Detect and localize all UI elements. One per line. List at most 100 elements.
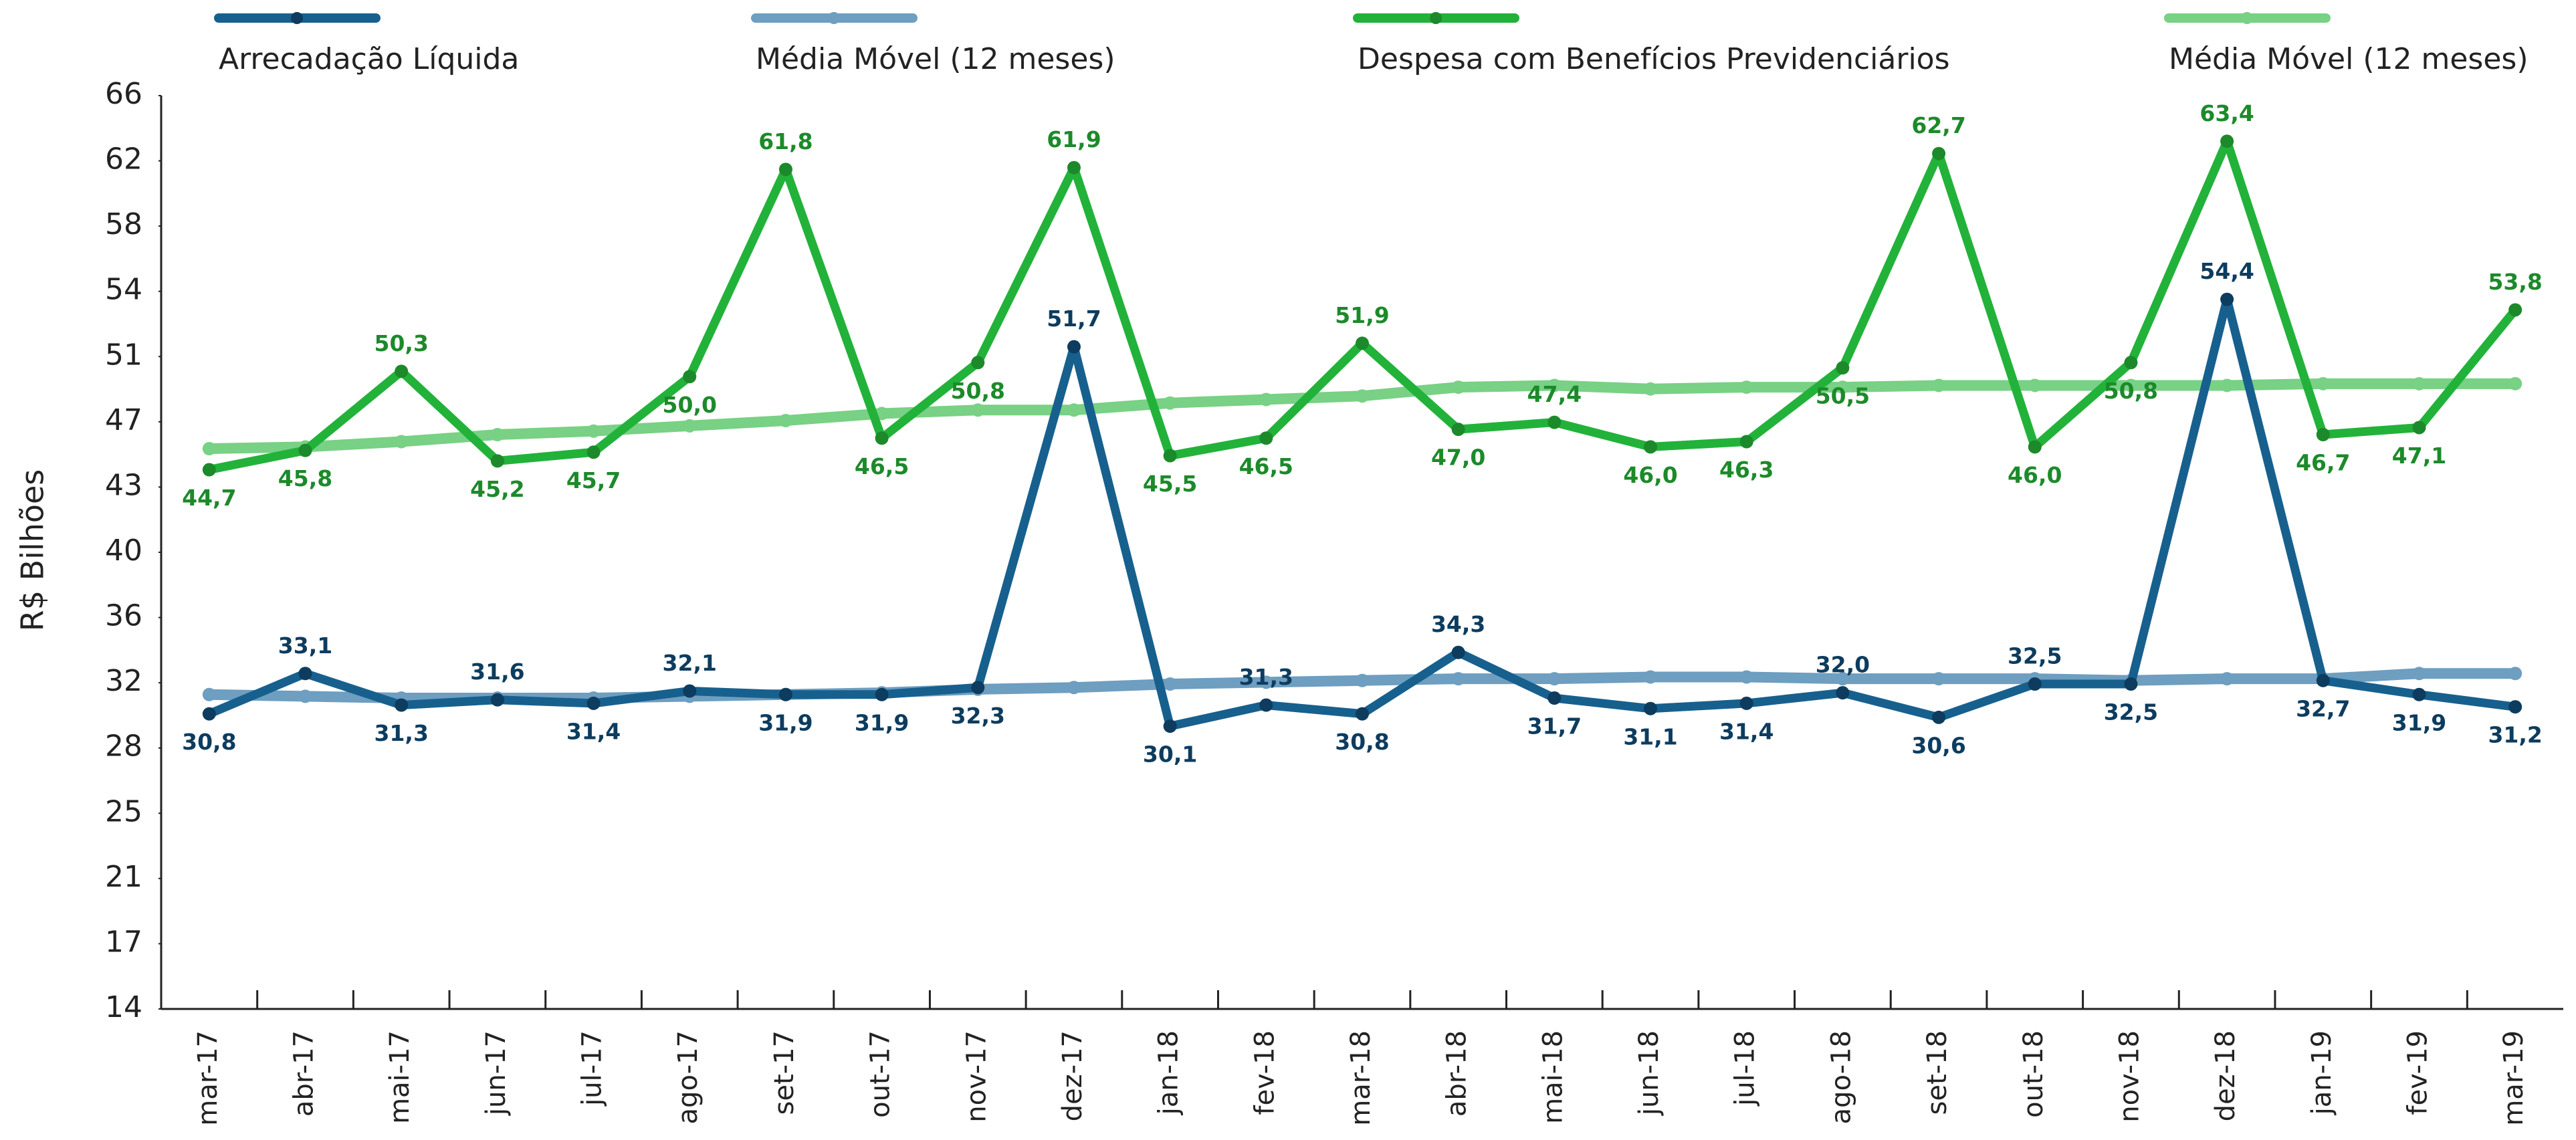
x-tick-label: mar-18 xyxy=(1346,1030,1376,1126)
data-point xyxy=(875,687,889,701)
data-point xyxy=(1836,686,1850,700)
data-point xyxy=(1163,677,1177,691)
data-label: 61,8 xyxy=(758,128,813,154)
data-label: 32,7 xyxy=(2296,695,2350,721)
data-point xyxy=(1547,378,1562,392)
data-label: 32,1 xyxy=(663,650,717,676)
data-point xyxy=(2508,376,2523,390)
y-tick-label: 25 xyxy=(105,794,142,828)
x-tick-label: out-18 xyxy=(2018,1030,2049,1118)
data-label: 31,9 xyxy=(2392,709,2446,735)
data-label: 31,1 xyxy=(1623,723,1677,750)
data-label: 30,6 xyxy=(1911,732,1965,758)
data-point xyxy=(683,419,697,433)
legend-label: Despesa com Benefícios Previdenciários xyxy=(1358,42,1950,76)
data-point xyxy=(1451,672,1465,686)
data-point xyxy=(1932,672,1946,686)
x-tick-label: jul-18 xyxy=(1730,1030,1761,1107)
y-tick-label: 28 xyxy=(105,729,142,764)
data-point xyxy=(1836,672,1850,686)
data-point xyxy=(1067,403,1081,417)
data-point xyxy=(2508,667,2523,681)
data-point xyxy=(1451,380,1465,394)
data-point xyxy=(778,162,792,177)
data-point xyxy=(683,684,697,698)
data-point xyxy=(1067,160,1081,175)
data-point xyxy=(298,667,312,681)
data-point xyxy=(586,445,601,459)
legend-marker xyxy=(2241,12,2253,24)
data-label: 44,7 xyxy=(182,485,236,511)
data-label: 31,2 xyxy=(2488,722,2542,748)
data-label: 32,3 xyxy=(951,703,1005,729)
data-point xyxy=(1547,415,1562,429)
data-point xyxy=(1547,691,1562,705)
data-point xyxy=(1259,698,1273,712)
data-label: 50,5 xyxy=(1816,383,1870,409)
data-label: 54,4 xyxy=(2199,258,2254,284)
data-label: 46,5 xyxy=(855,453,909,479)
data-point xyxy=(1932,146,1946,160)
data-label: 32,5 xyxy=(2104,699,2158,725)
x-tick-label: set-18 xyxy=(1922,1030,1953,1115)
y-tick-label: 40 xyxy=(105,534,142,568)
data-label: 63,4 xyxy=(2199,100,2254,126)
data-point xyxy=(1644,440,1658,454)
data-point xyxy=(2412,376,2426,390)
x-tick-label: mar-17 xyxy=(193,1030,223,1126)
data-point xyxy=(490,454,504,468)
legend-label: Média Móvel (12 meses) xyxy=(2169,42,2529,76)
data-point xyxy=(1356,336,1369,350)
legend-label: Média Móvel (12 meses) xyxy=(756,42,1115,76)
data-point xyxy=(2124,677,2138,691)
x-tick-label: jun-17 xyxy=(481,1030,512,1116)
legend-marker xyxy=(1430,12,1442,24)
data-point xyxy=(202,463,216,477)
x-tick-label: mai-18 xyxy=(1537,1030,1568,1124)
data-label: 61,9 xyxy=(1047,126,1101,152)
data-label: 46,0 xyxy=(1623,462,1677,488)
data-point xyxy=(1259,392,1273,407)
data-label: 50,8 xyxy=(951,378,1005,404)
data-point xyxy=(1067,681,1081,695)
data-label: 45,5 xyxy=(1143,471,1197,497)
x-tick-label: set-17 xyxy=(769,1030,800,1115)
data-point xyxy=(971,356,985,370)
data-label: 53,8 xyxy=(2488,269,2542,295)
data-label: 46,7 xyxy=(2296,449,2350,475)
data-point xyxy=(1547,672,1562,686)
data-point xyxy=(202,707,216,721)
series-line xyxy=(207,295,2516,731)
data-label: 31,7 xyxy=(1527,713,1582,739)
data-point xyxy=(971,403,985,417)
data-point xyxy=(298,689,312,703)
data-point xyxy=(971,681,985,695)
data-point xyxy=(2412,687,2426,701)
data-point xyxy=(2124,356,2138,370)
y-tick-label: 43 xyxy=(105,468,142,502)
data-label: 50,3 xyxy=(374,330,428,356)
data-label: 33,1 xyxy=(278,633,332,659)
data-point xyxy=(2124,378,2138,392)
data-point xyxy=(1451,423,1465,437)
x-tick-label: jun-18 xyxy=(1634,1030,1665,1116)
data-point xyxy=(1356,389,1369,403)
data-point xyxy=(875,431,889,445)
y-tick-label: 36 xyxy=(105,599,142,633)
data-point xyxy=(1644,670,1658,684)
y-tick-label: 47 xyxy=(105,403,142,437)
data-point xyxy=(1356,673,1369,687)
data-point xyxy=(1932,710,1946,724)
data-label: 31,6 xyxy=(470,659,524,685)
data-point xyxy=(1163,396,1177,410)
data-point xyxy=(2508,303,2523,317)
data-point xyxy=(2316,376,2330,390)
data-label: 50,0 xyxy=(663,392,717,418)
data-point xyxy=(2220,134,2234,148)
y-tick-label: 32 xyxy=(105,664,142,698)
data-point xyxy=(778,687,792,701)
legend-marker xyxy=(291,12,303,24)
data-point xyxy=(1739,696,1753,710)
data-point xyxy=(1739,670,1753,684)
data-label: 51,9 xyxy=(1335,302,1389,328)
